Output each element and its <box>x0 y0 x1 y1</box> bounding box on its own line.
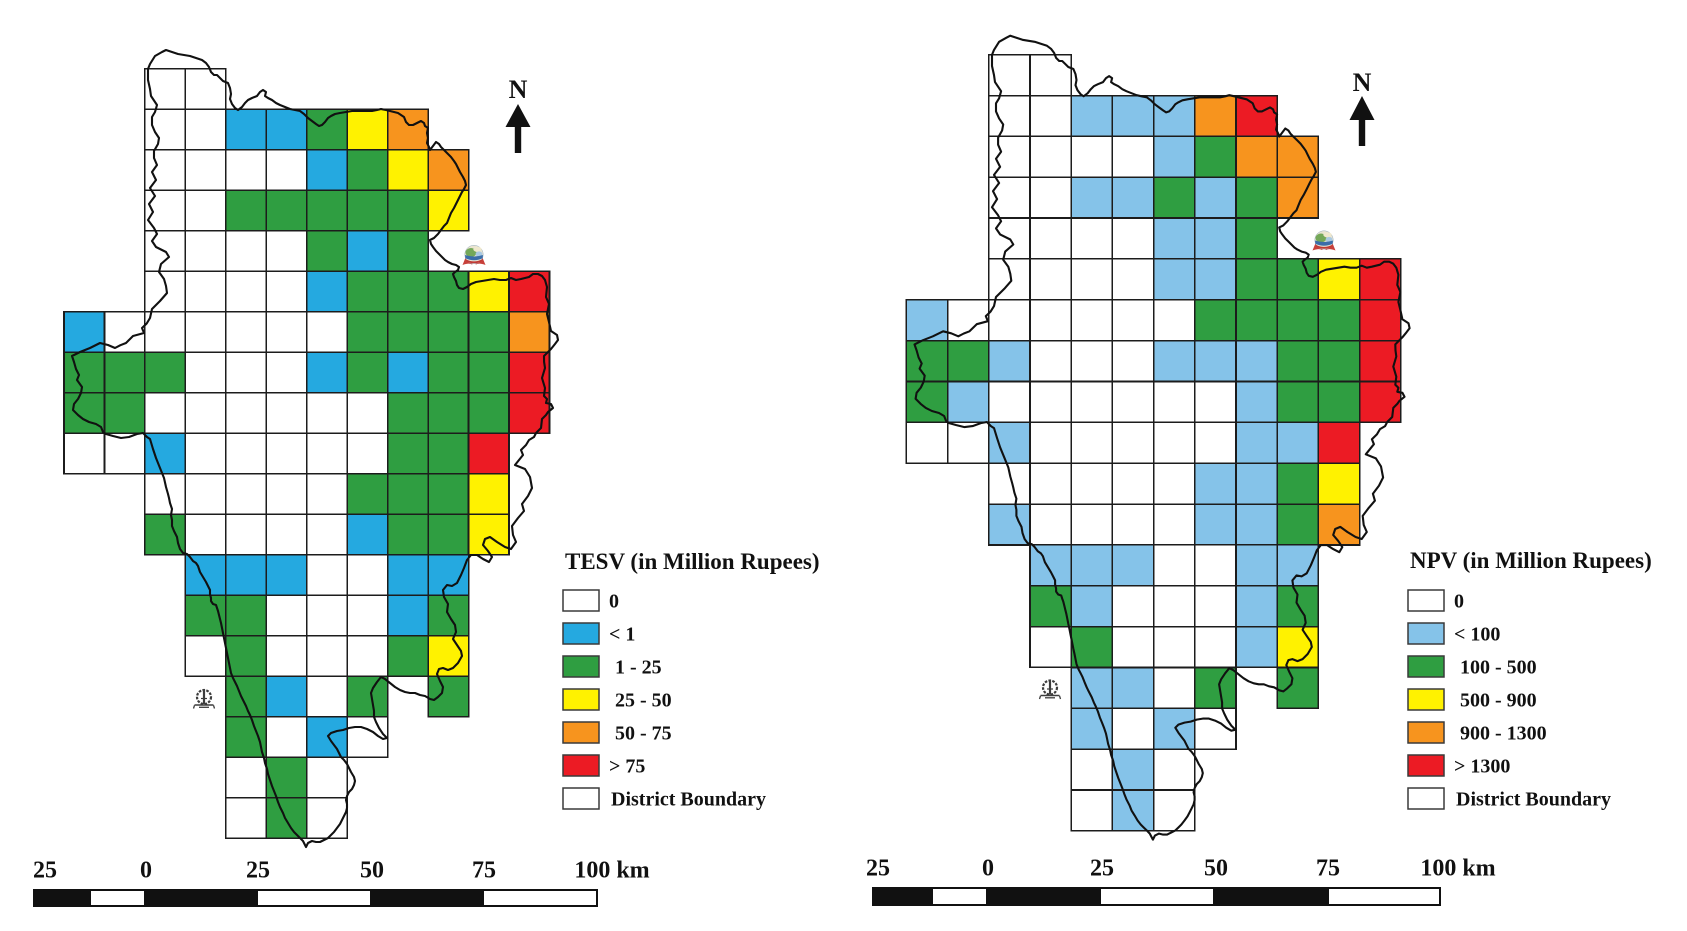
svg-text:900 - 1300: 900 - 1300 <box>1460 723 1547 745</box>
svg-text:50: 50 <box>360 858 384 884</box>
svg-text:25: 25 <box>246 858 270 884</box>
svg-text:25 - 50: 25 - 50 <box>615 690 672 712</box>
svg-text:0: 0 <box>609 591 619 613</box>
svg-text:25: 25 <box>1090 856 1114 882</box>
svg-text:> 75: > 75 <box>609 756 645 778</box>
svg-text:0: 0 <box>982 856 994 882</box>
svg-text:0: 0 <box>140 858 152 884</box>
svg-text:25: 25 <box>866 856 890 882</box>
svg-text:District Boundary: District Boundary <box>611 789 766 811</box>
svg-text:< 1: < 1 <box>609 624 635 646</box>
svg-text:50 - 75: 50 - 75 <box>615 723 672 745</box>
svg-text:50: 50 <box>1204 856 1228 882</box>
svg-text:100 km: 100 km <box>1420 856 1495 882</box>
svg-text:0: 0 <box>1454 591 1464 613</box>
svg-text:75: 75 <box>1316 856 1340 882</box>
svg-text:< 100: < 100 <box>1454 624 1500 646</box>
svg-text:100 - 500: 100 - 500 <box>1460 657 1537 679</box>
svg-text:NPV (in Million Rupees): NPV (in Million Rupees) <box>1410 548 1652 573</box>
svg-text:100 km: 100 km <box>574 858 649 884</box>
svg-text:> 1300: > 1300 <box>1454 756 1510 778</box>
svg-text:1 - 25: 1 - 25 <box>615 657 662 679</box>
svg-text:District Boundary: District Boundary <box>1456 789 1611 811</box>
svg-text:N: N <box>1353 68 1372 97</box>
svg-text:25: 25 <box>33 858 57 884</box>
svg-text:500 - 900: 500 - 900 <box>1460 690 1537 712</box>
svg-text:TESV (in Million Rupees): TESV (in Million Rupees) <box>565 549 820 574</box>
svg-text:75: 75 <box>472 858 496 884</box>
svg-text:N: N <box>509 75 528 104</box>
